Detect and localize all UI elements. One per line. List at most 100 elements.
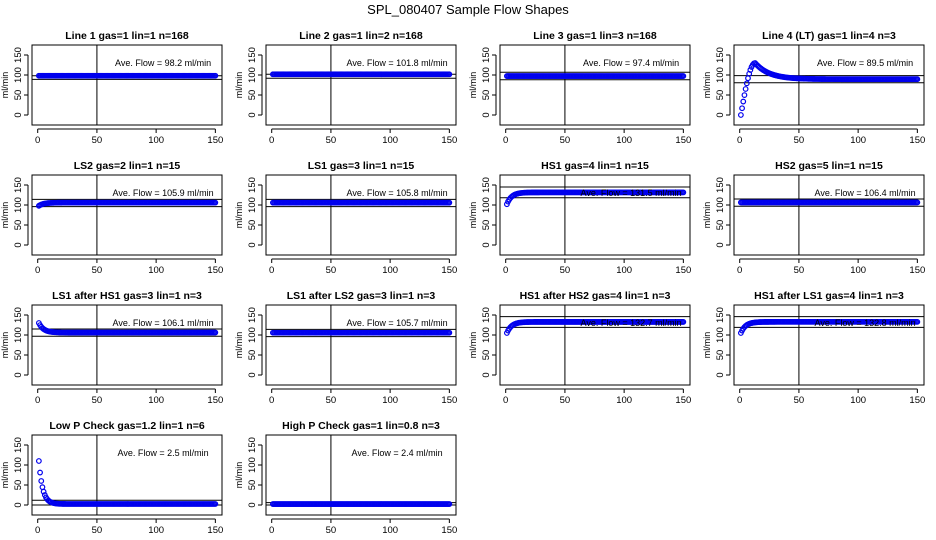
- x-tick-label: 0: [35, 135, 40, 146]
- panel: LS1 after HS1 gas=3 lin=1 n=3 0 50 100 150 0 5…: [0, 290, 223, 406]
- data-point: [741, 92, 748, 99]
- y-tick-label: 150: [13, 437, 24, 453]
- y-tick-label: 100: [13, 457, 24, 473]
- y-axis-label: ml/min: [234, 332, 244, 359]
- average-flow-annotation: Ave. Flow = 101.8 ml/min: [347, 58, 448, 68]
- plot-frame: [265, 434, 457, 516]
- average-flow-annotation: Ave. Flow = 132.7 ml/min: [581, 318, 682, 328]
- x-tick-label: 50: [326, 395, 337, 406]
- y-tick-label: 0: [247, 112, 258, 117]
- panel-title: LS1 gas=3 lin=1 n=15: [308, 160, 415, 172]
- x-tick-label: 150: [441, 265, 457, 276]
- panel: Line 3 gas=1 lin=3 n=168 0 50 100 150 0 50 100 1…: [468, 30, 691, 146]
- x-tick-label: 0: [737, 395, 742, 406]
- plot-frame: [733, 174, 925, 256]
- data-point: [743, 80, 750, 87]
- x-tick-label: 0: [269, 265, 274, 276]
- x-tick-label: 100: [616, 135, 632, 146]
- y-tick-label: 100: [481, 197, 492, 213]
- x-tick-label: 50: [794, 265, 805, 276]
- x-tick-label: 150: [909, 265, 925, 276]
- x-tick-label: 150: [675, 265, 691, 276]
- y-tick-label: 150: [481, 307, 492, 323]
- y-tick-label: 0: [715, 242, 726, 247]
- y-tick-label: 50: [247, 90, 258, 101]
- x-tick-label: 100: [148, 135, 164, 146]
- average-flow-annotation: Ave. Flow = 105.9 ml/min: [113, 188, 214, 198]
- y-tick-label: 0: [715, 112, 726, 117]
- x-tick-label: 150: [909, 395, 925, 406]
- y-tick-label: 0: [247, 502, 258, 507]
- x-tick-label: 50: [794, 395, 805, 406]
- y-tick-label: 50: [715, 350, 726, 361]
- panel-title: HS1 after HS2 gas=4 lin=1 n=3: [520, 290, 671, 302]
- data-point: [40, 488, 47, 495]
- y-tick-label: 50: [13, 90, 24, 101]
- data-points: [737, 199, 921, 206]
- y-axis-label: ml/min: [702, 202, 712, 229]
- figure-title: SPL_080407 Sample Flow Shapes: [367, 2, 569, 17]
- x-tick-label: 100: [148, 525, 164, 536]
- data-points: [35, 320, 219, 336]
- x-tick-label: 100: [382, 135, 398, 146]
- y-tick-label: 100: [481, 327, 492, 343]
- data-point: [680, 73, 687, 79]
- x-tick-label: 100: [850, 395, 866, 406]
- y-tick-label: 0: [13, 242, 24, 247]
- x-tick-label: 50: [794, 135, 805, 146]
- average-flow-annotation: Ave. Flow = 131.5 ml/min: [581, 188, 682, 198]
- average-flow-annotation: Ave. Flow = 89.5 ml/min: [817, 58, 913, 68]
- panel: Line 1 gas=1 lin=1 n=168 0 50 100 150 0 50 100 1…: [0, 30, 223, 146]
- data-points: [269, 199, 453, 206]
- x-tick-label: 100: [148, 395, 164, 406]
- x-tick-label: 0: [269, 525, 274, 536]
- data-point: [739, 105, 745, 112]
- y-axis-label: ml/min: [702, 72, 712, 99]
- y-tick-label: 150: [13, 47, 24, 63]
- average-flow-annotation: Ave. Flow = 132.8 ml/min: [815, 318, 916, 328]
- y-tick-label: 100: [247, 327, 258, 343]
- plot-frame: [499, 174, 691, 256]
- x-tick-label: 0: [503, 395, 508, 406]
- x-tick-label: 50: [560, 135, 571, 146]
- y-axis-label: ml/min: [468, 332, 478, 359]
- y-axis-label: ml/min: [468, 202, 478, 229]
- x-tick-label: 0: [35, 525, 40, 536]
- plot-frame: [499, 44, 691, 126]
- data-points: [737, 318, 921, 336]
- panel: HS2 gas=5 lin=1 n=150 50 100 150050100150ml…: [702, 160, 925, 276]
- y-tick-label: 0: [481, 112, 492, 117]
- data-point: [742, 86, 749, 92]
- y-tick-label: 0: [715, 372, 726, 377]
- average-flow-annotation: Ave. Flow = 2.4 ml/min: [352, 448, 443, 458]
- plot-frame: [31, 44, 223, 126]
- data-points: [35, 72, 219, 79]
- y-tick-label: 100: [247, 197, 258, 213]
- panel-title: High P Check gas=1 lin=0.8 n=3: [282, 420, 440, 432]
- x-tick-label: 150: [207, 525, 223, 536]
- panel: LS2 gas=2 lin=1 n=150 50 100 150050100150ml…: [0, 160, 223, 276]
- panel-title: LS2 gas=2 lin=1 n=15: [74, 160, 181, 172]
- data-point: [212, 329, 219, 336]
- x-tick-label: 0: [35, 395, 40, 406]
- x-tick-label: 0: [737, 265, 742, 276]
- y-tick-label: 100: [13, 67, 24, 83]
- x-tick-label: 0: [269, 395, 274, 406]
- panel-title: Line 3 gas=1 lin=3 n=168: [533, 30, 657, 42]
- panel-title: HS1 after LS1 gas=4 lin=1 n=3: [754, 290, 904, 302]
- y-tick-label: 100: [247, 67, 258, 83]
- data-points: [35, 199, 219, 209]
- average-flow-annotation: Ave. Flow = 2.5 ml/min: [118, 448, 209, 458]
- panel-title: HS1 gas=4 lin=1 n=15: [541, 160, 649, 172]
- x-tick-label: 100: [382, 395, 398, 406]
- x-tick-label: 150: [909, 135, 925, 146]
- x-tick-label: 50: [326, 135, 337, 146]
- data-point: [680, 319, 687, 325]
- x-tick-label: 150: [207, 135, 223, 146]
- y-tick-label: 0: [247, 372, 258, 377]
- panel: LS1 gas=3 lin=1 n=150 50 100 150050100150ml…: [234, 160, 457, 276]
- average-flow-annotation: Ave. Flow = 106.1 ml/min: [113, 318, 214, 328]
- x-tick-label: 0: [503, 135, 508, 146]
- average-flow-annotation: Ave. Flow = 97.4 ml/min: [583, 58, 679, 68]
